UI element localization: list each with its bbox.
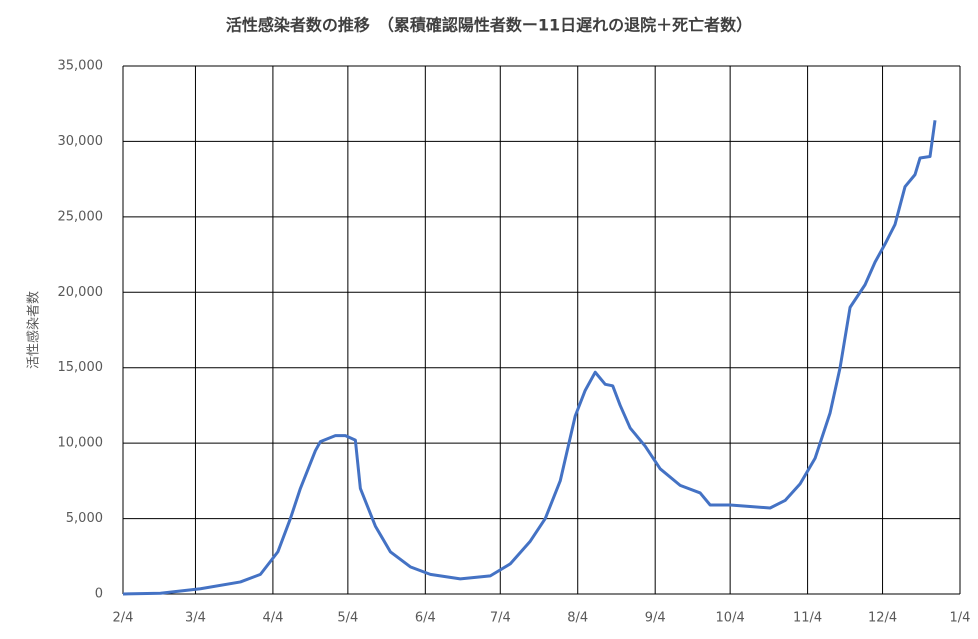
y-tick-label: 20,000 — [58, 285, 104, 300]
y-tick-label: 10,000 — [58, 436, 104, 451]
x-tick-label: 8/4 — [567, 611, 588, 626]
x-tick-label: 12/4 — [868, 611, 897, 626]
x-tick-label: 3/4 — [185, 611, 206, 626]
y-tick-label: 5,000 — [66, 511, 103, 526]
chart-title: 活性感染者数の推移 （累積確認陽性者数ー11日遅れの退院＋死亡者数） — [226, 16, 752, 35]
x-tick-label: 1/4 — [950, 611, 971, 626]
x-tick-label: 2/4 — [113, 611, 134, 626]
y-tick-label: 0 — [95, 587, 103, 602]
x-tick-label: 4/4 — [262, 611, 283, 626]
y-axis-label: 活性感染者数 — [26, 291, 42, 369]
x-tick-label: 6/4 — [415, 611, 436, 626]
data-line — [122, 120, 937, 596]
x-tick-label: 11/4 — [793, 611, 822, 626]
y-tick-label: 30,000 — [58, 134, 104, 149]
y-tick-label: 25,000 — [58, 209, 104, 224]
x-tick-label: 9/4 — [645, 611, 666, 626]
x-tick-label: 5/4 — [337, 611, 358, 626]
x-tick-label: 10/4 — [716, 611, 745, 626]
y-tick-label: 35,000 — [58, 59, 104, 74]
y-tick-label: 15,000 — [58, 360, 104, 375]
x-tick-label: 7/4 — [490, 611, 511, 626]
